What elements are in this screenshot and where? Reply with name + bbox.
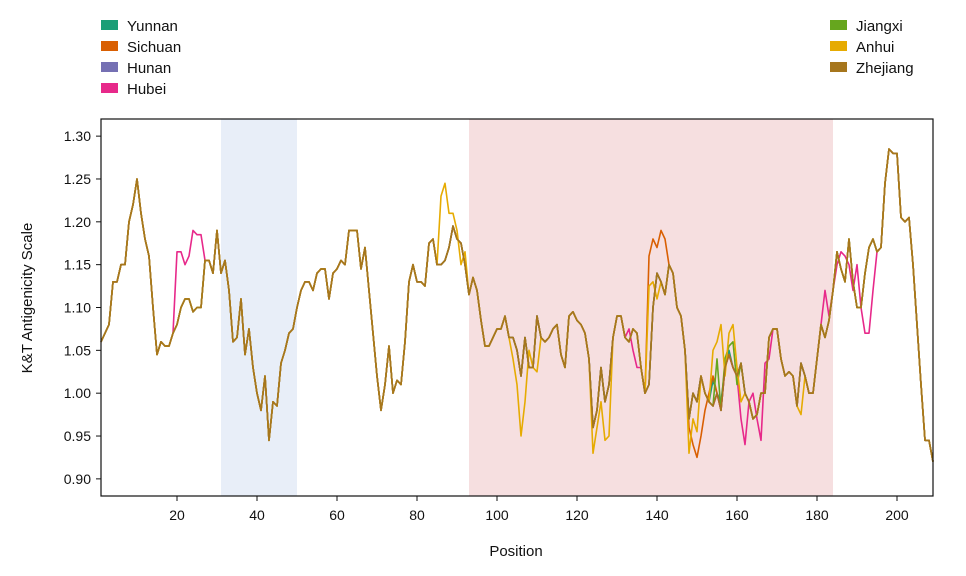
- legend-swatch-yunnan: [101, 20, 118, 30]
- x-axis-label: Position: [489, 543, 542, 560]
- y-tick-label-1.30: 1.30: [64, 128, 91, 144]
- y-tick-label-0.95: 0.95: [64, 428, 91, 444]
- x-tick-label-200: 200: [885, 507, 909, 523]
- x-tick-label-80: 80: [409, 507, 425, 523]
- x-tick-label-60: 60: [329, 507, 345, 523]
- legend: Yunnan Sichuan Hunan Hubei Jiangxi Anhui Zheji…: [101, 18, 914, 98]
- legend-label-anhui: Anhui: [856, 39, 894, 56]
- series-lines: [100, 148, 934, 462]
- legend-swatch-hunan: [101, 62, 118, 72]
- x-tick-label-40: 40: [249, 507, 265, 523]
- y-tick-label-1.05: 1.05: [64, 342, 91, 358]
- legend-swatch-anhui: [830, 41, 847, 51]
- x-tick-label-140: 140: [645, 507, 669, 523]
- legend-swatch-sichuan: [101, 41, 118, 51]
- highlight-region-2: [469, 119, 833, 496]
- y-tick-label-1.10: 1.10: [64, 300, 91, 316]
- legend-label-yunnan: Yunnan: [127, 18, 178, 35]
- x-tick-label-100: 100: [485, 507, 509, 523]
- x-tick-label-160: 160: [725, 507, 749, 523]
- legend-swatch-zhejiang: [830, 62, 847, 72]
- legend-swatch-jiangxi: [830, 20, 847, 30]
- legend-label-zhejiang: Zhejiang: [856, 60, 914, 77]
- highlight-region-1: [221, 119, 297, 496]
- y-tick-label-0.90: 0.90: [64, 471, 91, 487]
- legend-label-hunan: Hunan: [127, 60, 171, 77]
- y-tick-label-1.20: 1.20: [64, 214, 91, 230]
- x-tick-label-180: 180: [805, 507, 829, 523]
- y-axis-label: K&T Antigenicity Scale: [19, 223, 36, 374]
- legend-label-jiangxi: Jiangxi: [856, 18, 903, 35]
- legend-swatch-hubei: [101, 83, 118, 93]
- highlight-regions: [221, 119, 833, 496]
- legend-label-sichuan: Sichuan: [127, 39, 181, 56]
- legend-label-hubei: Hubei: [127, 81, 166, 98]
- y-tick-label-1.15: 1.15: [64, 257, 91, 273]
- series-line-zhejiang: [100, 148, 934, 462]
- y-tick-label-1.25: 1.25: [64, 171, 91, 187]
- y-axis: 0.90 0.95 1.00 1.05 1.10 1.15 1.20 1.25 1.30: [64, 128, 101, 487]
- y-tick-label-1.00: 1.00: [64, 385, 91, 401]
- x-tick-label-120: 120: [565, 507, 589, 523]
- x-axis: 20 40 60 80 100 120 140 160 180 200: [169, 496, 909, 523]
- x-tick-label-20: 20: [169, 507, 185, 523]
